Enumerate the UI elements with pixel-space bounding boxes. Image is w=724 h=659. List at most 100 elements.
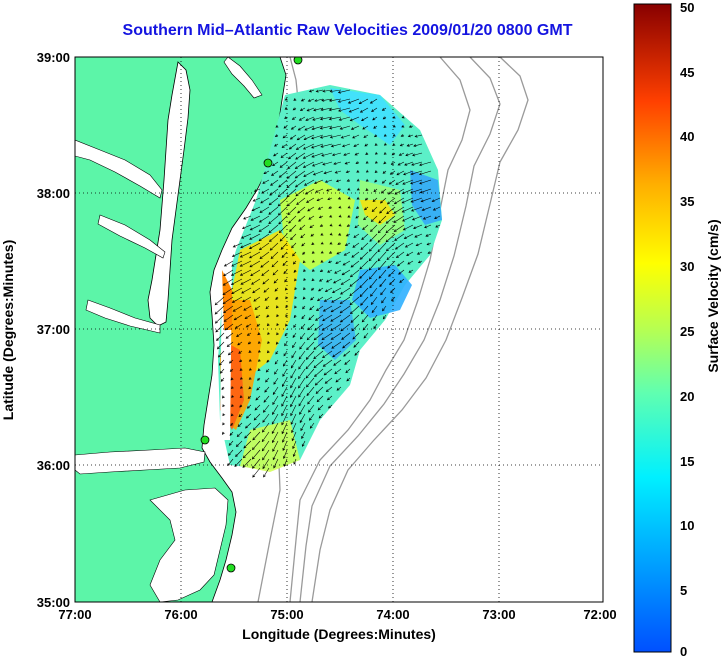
velocity-arrow <box>330 305 342 313</box>
velocity-arrow <box>360 242 369 250</box>
velocity-arrow <box>255 395 261 401</box>
velocity-arrow <box>317 206 324 210</box>
velocity-arrow <box>380 188 387 194</box>
velocity-arrow <box>252 440 261 451</box>
velocity-arrow <box>272 440 279 452</box>
velocity-arrow <box>338 205 342 209</box>
velocity-arrow <box>237 422 243 428</box>
velocity-arrow <box>414 233 423 238</box>
velocity-arrow <box>269 233 279 242</box>
velocity-arrow <box>353 143 360 147</box>
velocity-arrow <box>391 296 396 302</box>
velocity-arrow <box>381 179 387 184</box>
velocity-arrow <box>252 287 261 294</box>
velocity-arrow <box>292 260 297 265</box>
velocity-arrow <box>365 188 369 191</box>
velocity-arrow <box>273 152 279 157</box>
velocity-arrow <box>374 151 378 155</box>
velocity-arrow <box>248 358 252 362</box>
velocity-arrow <box>299 224 306 230</box>
velocity-arrow <box>258 215 270 223</box>
plot-frame <box>74 56 604 603</box>
velocity-arrow <box>222 431 225 435</box>
velocity-arrow <box>214 305 225 315</box>
velocity-arrow <box>335 260 342 264</box>
velocity-arrow <box>298 386 306 398</box>
velocity-arrow <box>300 233 306 239</box>
velocity-arrow <box>359 260 369 270</box>
velocity-arrow <box>344 242 351 246</box>
velocity-arrow <box>290 368 297 379</box>
velocity-arrow <box>362 125 369 130</box>
velocity-arrow <box>385 242 396 252</box>
velocity-arrow <box>333 359 342 366</box>
velocity-arrow <box>329 241 333 245</box>
velocity-arrow <box>269 188 279 196</box>
velocity-arrow <box>333 278 342 284</box>
velocity-arrow <box>235 440 243 448</box>
velocity-arrow <box>321 341 333 350</box>
velocity-arrow <box>364 143 369 147</box>
velocity-arrow <box>255 314 261 319</box>
velocity-arrow <box>298 359 306 370</box>
velocity-arrow <box>352 134 360 139</box>
velocity-arrow <box>329 223 333 227</box>
velocity-arrow <box>405 152 414 157</box>
velocity-arrow <box>298 395 306 407</box>
velocity-arrow <box>222 287 234 295</box>
velocity-arrow <box>371 305 378 314</box>
velocity-arrow <box>271 170 279 176</box>
velocity-arrow <box>306 341 315 351</box>
potomac-river <box>75 139 163 199</box>
velocity-arrow <box>426 242 432 246</box>
velocity-arrow <box>284 341 288 347</box>
velocity-arrow <box>329 134 342 139</box>
velocity-arrow <box>411 161 423 166</box>
velocity-arrow <box>305 116 315 121</box>
velocity-arrow <box>358 98 369 104</box>
velocity-arrow <box>261 440 270 452</box>
velocity-arrow <box>323 170 333 175</box>
velocity-arrow <box>395 179 405 185</box>
velocity-arrow <box>303 277 307 281</box>
velocity-arrow <box>363 215 369 221</box>
velocity-arrow <box>290 413 297 425</box>
velocity-arrow <box>216 341 225 350</box>
station-marker <box>226 563 236 573</box>
velocity-arrow <box>302 143 315 150</box>
velocity-arrow <box>403 233 414 239</box>
velocity-arrow <box>263 287 270 293</box>
velocity-arrow <box>296 134 306 141</box>
velocity-arrow <box>311 152 324 158</box>
velocity-arrow <box>283 449 288 459</box>
velocity-arrow <box>361 314 369 323</box>
velocity-arrow <box>299 404 306 415</box>
velocity-arrow <box>230 422 234 426</box>
velocity-arrow <box>250 215 261 221</box>
velocity-arrow <box>370 296 378 306</box>
velocity-arrow <box>320 259 324 263</box>
velocity-arrow <box>311 242 315 246</box>
velocity-arrow <box>318 287 324 292</box>
velocity-arrow <box>248 350 252 353</box>
velocity-arrow <box>322 89 333 93</box>
velocity-arrow <box>369 98 378 104</box>
velocity-arrow <box>252 197 261 202</box>
velocity-arrow <box>311 125 324 131</box>
velocity-arrow <box>268 224 279 234</box>
velocity-arrow <box>262 404 270 413</box>
velocity-arrow <box>330 143 342 148</box>
velocity-arrow <box>294 161 306 170</box>
velocity-arrow <box>299 332 306 340</box>
velocity-arrow <box>418 170 432 176</box>
velocity-arrow <box>356 187 360 191</box>
velocity-arrow <box>340 287 351 295</box>
velocity-arrow <box>279 233 288 242</box>
velocity-arrow <box>249 260 261 268</box>
velocity-arrow <box>412 152 423 157</box>
velocity-arrow <box>296 197 306 205</box>
velocity-arrow <box>315 89 324 93</box>
velocity-arrow <box>394 242 405 250</box>
velocity-arrow <box>320 241 324 245</box>
velocity-arrow <box>373 188 378 193</box>
